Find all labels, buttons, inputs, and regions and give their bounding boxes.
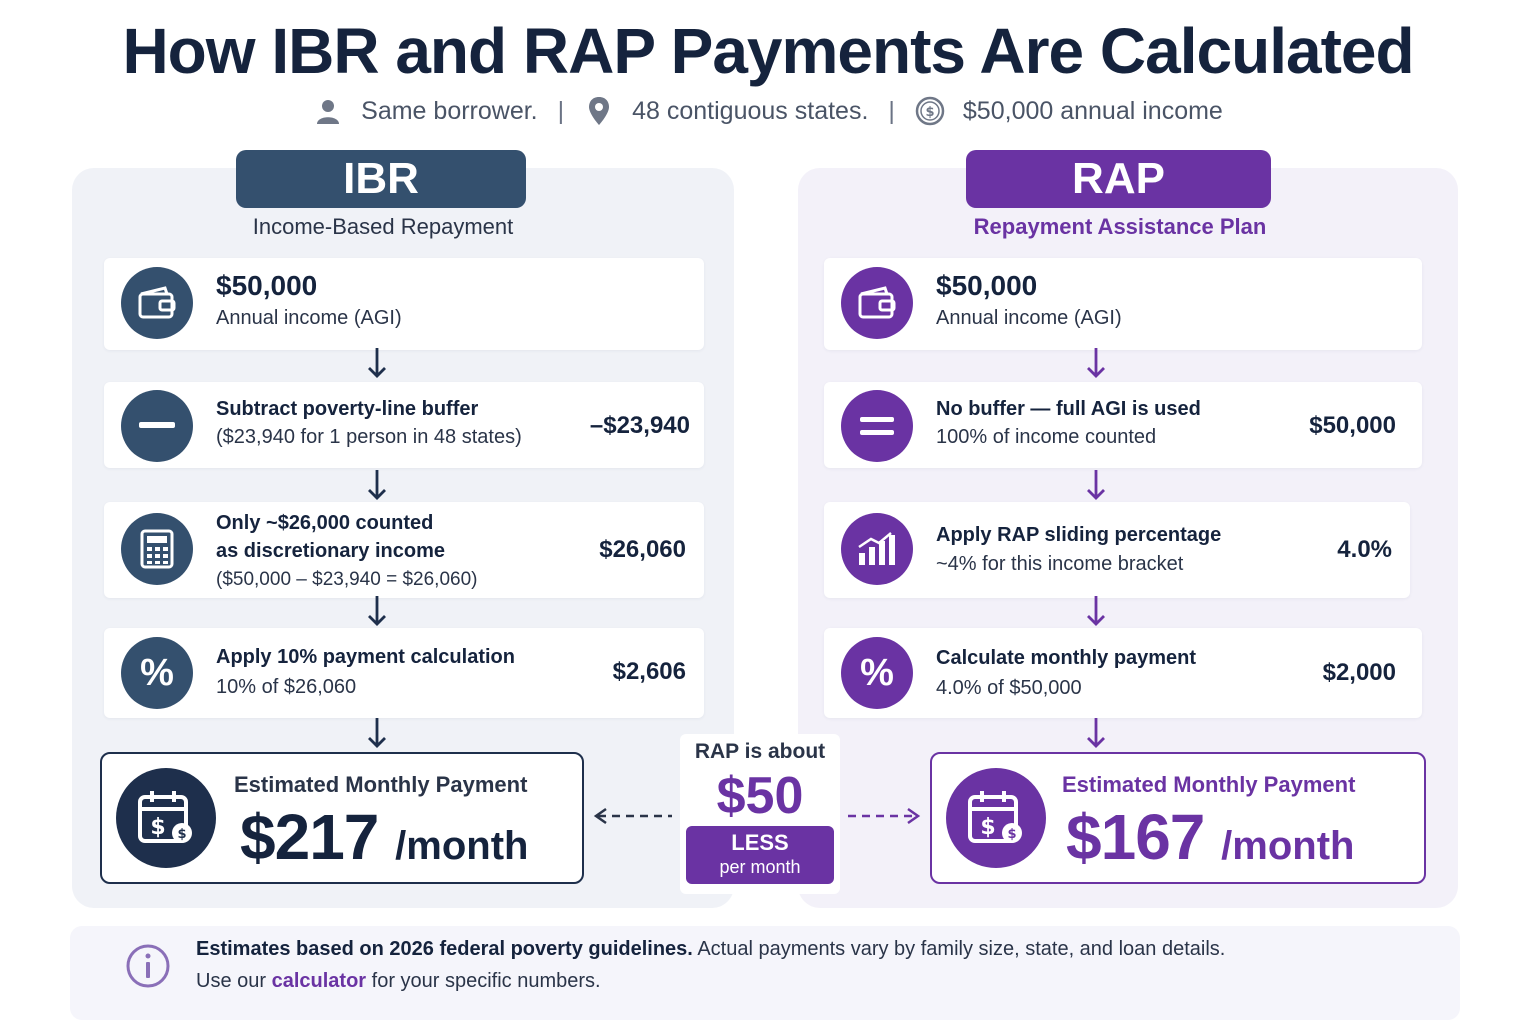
subtitle-borrower: Same borrower.	[361, 96, 538, 125]
rap-income-amount: $50,000	[936, 270, 1038, 301]
down-arrow-icon	[1087, 596, 1105, 626]
comparison-amount: $50	[716, 767, 804, 825]
calculator-icon	[121, 513, 193, 585]
footnote-box: Estimates based on 2026 federal poverty …	[70, 926, 1460, 1020]
ibr-result-amount: $217 /month	[240, 800, 528, 874]
ibr-discretionary-value: $26,060	[599, 536, 686, 563]
ibr-label-pill: IBR	[236, 150, 526, 208]
ibr-percent-desc: 10% of $26,060	[216, 676, 357, 698]
rap-monthly-desc: 4.0% of $50,000	[936, 677, 1082, 699]
svg-text:$: $	[980, 815, 995, 840]
rap-monthly-unit: /month	[1221, 824, 1355, 868]
ibr-percent-title: Apply 10% payment calculation	[216, 646, 515, 668]
rap-label-pill: RAP	[966, 150, 1271, 208]
ibr-discretionary-title-2: as discretionary income	[216, 540, 445, 562]
comparison-callout: RAP is about $50 LESS per month	[680, 734, 840, 894]
subtitle-states: 48 contiguous states.	[632, 96, 869, 125]
dashed-arrow-left-icon	[593, 807, 672, 825]
comparison-badge-less: LESS	[731, 830, 789, 855]
rap-sliding-title: Apply RAP sliding percentage	[936, 524, 1222, 546]
info-icon	[126, 944, 170, 988]
subtitle-separator: |	[557, 96, 565, 125]
page-title: How IBR and RAP Payments Are Calculated	[122, 15, 1414, 87]
dashed-arrow-right-icon	[848, 807, 921, 825]
rap-monthly-title: Calculate monthly payment	[936, 647, 1197, 669]
equals-icon	[841, 390, 913, 462]
ibr-income-amount: $50,000	[216, 270, 318, 301]
ibr-buffer-desc: ($23,940 for 1 person in 48 states)	[216, 426, 522, 448]
ibr-monthly-amount: $217	[240, 801, 379, 873]
comparison-intro: RAP is about	[694, 740, 826, 763]
rap-step-income-card	[824, 258, 1422, 350]
ibr-step-income-card	[104, 258, 704, 350]
rap-step-nobuffer-card	[824, 382, 1422, 468]
ibr-discretionary-desc: ($50,000 – $23,940 = $26,060)	[216, 569, 478, 590]
rap-plan-name: Repayment Assistance Plan	[973, 214, 1267, 239]
rap-nobuffer-desc: 100% of income counted	[936, 426, 1157, 448]
footnote-rest: Actual payments vary by family size, sta…	[692, 938, 1226, 960]
comparison-badge-period: per month	[719, 857, 801, 877]
ibr-step-buffer-card	[104, 382, 704, 468]
ibr-result-card: $ $ Estimated Monthly Payment $217 /month	[100, 752, 584, 884]
ibr-step-discretionary-card	[104, 502, 704, 598]
calculator-link[interactable]: calculator	[271, 970, 367, 992]
svg-text:$: $	[1007, 827, 1016, 842]
rap-nobuffer-value: $50,000	[1309, 412, 1396, 439]
subtitle-separator: |	[888, 96, 895, 125]
ibr-step-percent-card	[104, 628, 704, 718]
down-arrow-icon	[368, 470, 386, 500]
ibr-income-desc: Annual income (AGI)	[216, 307, 402, 329]
svg-text:$: $	[925, 105, 934, 120]
down-arrow-icon	[368, 718, 386, 748]
footnote-bold: Estimates based on 2026 federal poverty …	[196, 938, 693, 960]
percent-icon: %	[121, 637, 193, 709]
percent-icon: %	[841, 637, 913, 709]
rap-monthly-amount: $167	[1066, 801, 1205, 873]
rap-income-desc: Annual income (AGI)	[936, 307, 1122, 329]
down-arrow-icon	[1087, 470, 1105, 500]
rap-sliding-desc: ~4% for this income bracket	[936, 553, 1184, 575]
rap-result-label: Estimated Monthly Payment	[1062, 772, 1356, 797]
minus-icon	[121, 390, 193, 462]
ibr-discretionary-title-1: Only ~$26,000 counted	[216, 512, 434, 534]
rap-step-sliding-card	[824, 502, 1410, 598]
down-arrow-icon	[368, 596, 386, 626]
wallet-icon	[841, 267, 913, 339]
down-arrow-icon	[1087, 718, 1105, 748]
bar-chart-icon	[841, 513, 913, 585]
svg-text:$: $	[150, 815, 165, 840]
footnote-suffix: for your specific numbers.	[366, 970, 601, 992]
rap-sliding-value: 4.0%	[1337, 536, 1392, 563]
ibr-buffer-title: Subtract poverty-line buffer	[216, 398, 479, 420]
rap-nobuffer-title: No buffer — full AGI is used	[936, 398, 1201, 420]
calendar-dollar-icon: $ $	[946, 768, 1046, 868]
ibr-result-label: Estimated Monthly Payment	[234, 772, 528, 797]
rap-monthly-value: $2,000	[1322, 659, 1396, 686]
rap-result-amount: $167 /month	[1066, 800, 1354, 874]
ibr-percent-value: $2,606	[612, 658, 686, 685]
subtitle-income: $50,000 annual income	[962, 96, 1223, 125]
ibr-monthly-unit: /month	[395, 824, 529, 868]
rap-result-card: $ $ Estimated Monthly Payment $167 /month	[930, 752, 1426, 884]
calendar-dollar-icon: $ $	[116, 768, 216, 868]
wallet-icon	[121, 267, 193, 339]
location-pin-icon	[584, 96, 614, 126]
down-arrow-icon	[1087, 348, 1105, 378]
person-icon	[313, 96, 343, 126]
subtitle-bar: Same borrower. | 48 contiguous states. |…	[0, 96, 1536, 126]
footnote-line-2: Use our calculator for your specific num…	[196, 970, 601, 993]
dollar-coin-icon: $	[915, 96, 945, 126]
ibr-buffer-value: –$23,940	[589, 412, 690, 439]
footnote-line-1: Estimates based on 2026 federal poverty …	[196, 938, 1225, 961]
footnote-prefix: Use our	[196, 970, 272, 992]
comparison-badge: LESS per month	[686, 826, 834, 884]
down-arrow-icon	[368, 348, 386, 378]
rap-step-monthly-card	[824, 628, 1422, 718]
svg-text:$: $	[177, 827, 186, 842]
ibr-plan-name: Income-Based Repayment	[252, 214, 514, 239]
